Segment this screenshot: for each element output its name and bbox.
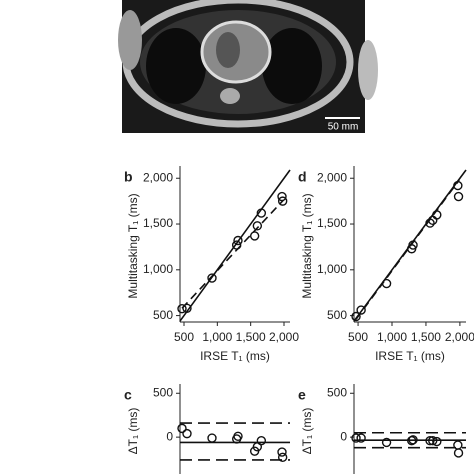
panel-label: d: [298, 169, 307, 185]
fit-line: [181, 199, 284, 309]
mri-image: 50 mm: [118, 0, 378, 133]
data-point: [351, 433, 361, 443]
data-point: [256, 435, 267, 446]
y-tick-label: 500: [153, 308, 173, 322]
data-point: [356, 433, 366, 443]
y-tick-label: 1,000: [143, 262, 173, 276]
y-axis-title: ΔT₁ (ms): [300, 408, 314, 455]
data-point: [233, 431, 243, 441]
data-point: [428, 435, 438, 446]
data-point: [356, 305, 366, 315]
y-tick-label: 1,500: [317, 216, 347, 230]
panel-label: e: [298, 387, 306, 403]
data-point: [177, 423, 187, 434]
data-point: [351, 311, 361, 322]
data-point: [277, 196, 288, 206]
data-point: [277, 191, 287, 202]
data-point: [381, 437, 392, 448]
data-point: [177, 304, 187, 314]
x-tick-label: 1,000: [377, 330, 407, 344]
x-tick-label: 1,000: [202, 330, 232, 344]
x-tick-label: 500: [348, 330, 368, 344]
x-tick-label: 2,000: [269, 330, 299, 344]
data-point: [256, 208, 267, 218]
data-point: [277, 447, 287, 457]
arm: [358, 40, 378, 100]
y-tick-label: 2,000: [143, 170, 173, 184]
y-tick-label: 0: [340, 429, 347, 443]
panel-label: c: [124, 387, 132, 403]
data-point: [249, 231, 260, 241]
y-axis-title: ΔT₁ (ms): [126, 408, 140, 455]
identity-line: [179, 169, 291, 322]
data-point: [277, 452, 288, 463]
data-point: [432, 210, 442, 220]
y-tick-label: 500: [327, 385, 347, 399]
y-tick-label: 500: [327, 308, 347, 322]
lung: [146, 28, 206, 104]
data-point: [381, 278, 392, 289]
ventricle: [216, 32, 240, 68]
data-point: [453, 448, 464, 458]
data-point: [207, 273, 217, 283]
arm: [118, 10, 142, 70]
y-tick-label: 500: [153, 385, 173, 399]
data-point: [453, 191, 464, 202]
x-tick-label: 2,000: [445, 330, 474, 344]
lung: [262, 28, 322, 104]
x-axis-title: IRSE T₁ (ms): [375, 349, 445, 363]
fit-line: [355, 179, 460, 320]
data-point: [408, 435, 418, 445]
spine: [220, 88, 240, 104]
data-point: [425, 218, 435, 228]
data-point: [231, 240, 242, 250]
data-point: [182, 303, 192, 313]
x-axis-title: IRSE T₁ (ms): [200, 349, 270, 363]
data-point: [453, 180, 463, 191]
y-axis-title: Multitasking T₁ (ms): [300, 193, 314, 298]
scale-bar-label: 50 mm: [328, 122, 359, 133]
data-point: [207, 433, 217, 443]
x-tick-label: 1,500: [411, 330, 441, 344]
x-tick-label: 1,500: [236, 330, 266, 344]
data-point: [182, 428, 192, 439]
data-point: [432, 436, 442, 447]
panel-label: b: [124, 169, 133, 185]
y-tick-label: 1,500: [143, 216, 173, 230]
x-tick-label: 500: [174, 330, 194, 344]
data-point: [453, 440, 463, 450]
y-axis-title: Multitasking T₁ (ms): [126, 193, 140, 298]
data-point: [408, 240, 418, 250]
y-tick-label: 2,000: [317, 170, 347, 184]
y-tick-label: 1,000: [317, 262, 347, 276]
data-point: [252, 221, 263, 231]
data-point: [425, 435, 435, 446]
data-point: [233, 235, 243, 246]
y-tick-label: 0: [166, 429, 173, 443]
